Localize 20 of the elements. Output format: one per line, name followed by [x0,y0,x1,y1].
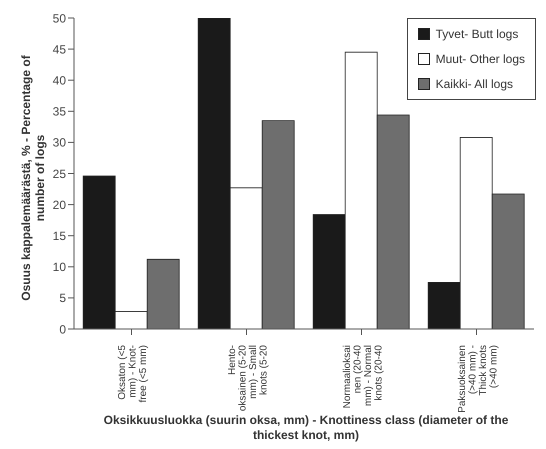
y-tick-label: 35 [52,104,66,119]
y-tick-label: 40 [52,73,66,88]
y-tick-label: 0 [59,322,66,336]
y-tick-label: 30 [52,136,66,150]
x-tick-label: Oksaton (<5 mm) - Knot- free (<5 mm) [117,344,149,403]
y-tick-label: 50 [52,11,66,26]
x-tick-label: Normaalioksai nen (20-40 mm) - Normal knots (20-40 [342,344,384,408]
y-tick-label: 45 [52,42,66,56]
y-tick-label: 20 [52,198,66,212]
legend-label: Muut- Other logs [436,52,525,66]
x-tick-label: Paksuoksainen (>40 mm) - Thick knots (>40 mm) [456,345,500,413]
x-axis-title: Oksikkuusluokka (suurin oksa, mm) - Knottiness class (diameter of the thickest knot, mm) [102,413,510,443]
y-tick-label: 10 [52,260,66,274]
y-axis-title: Osuus kappalemäärästä, % - Percentage of number of logs [19,55,47,301]
y-tick-label: 5 [59,291,66,306]
x-tick-label: Hento- oksainen (5-20 mm) - Small knots (5-20 [226,344,270,412]
y-tick-label: 15 [52,228,66,243]
legend-label: Tyvet- Butt logs [436,27,518,41]
y-tick-label: 25 [52,166,66,181]
legend-label: Kaikki- All logs [436,77,513,91]
